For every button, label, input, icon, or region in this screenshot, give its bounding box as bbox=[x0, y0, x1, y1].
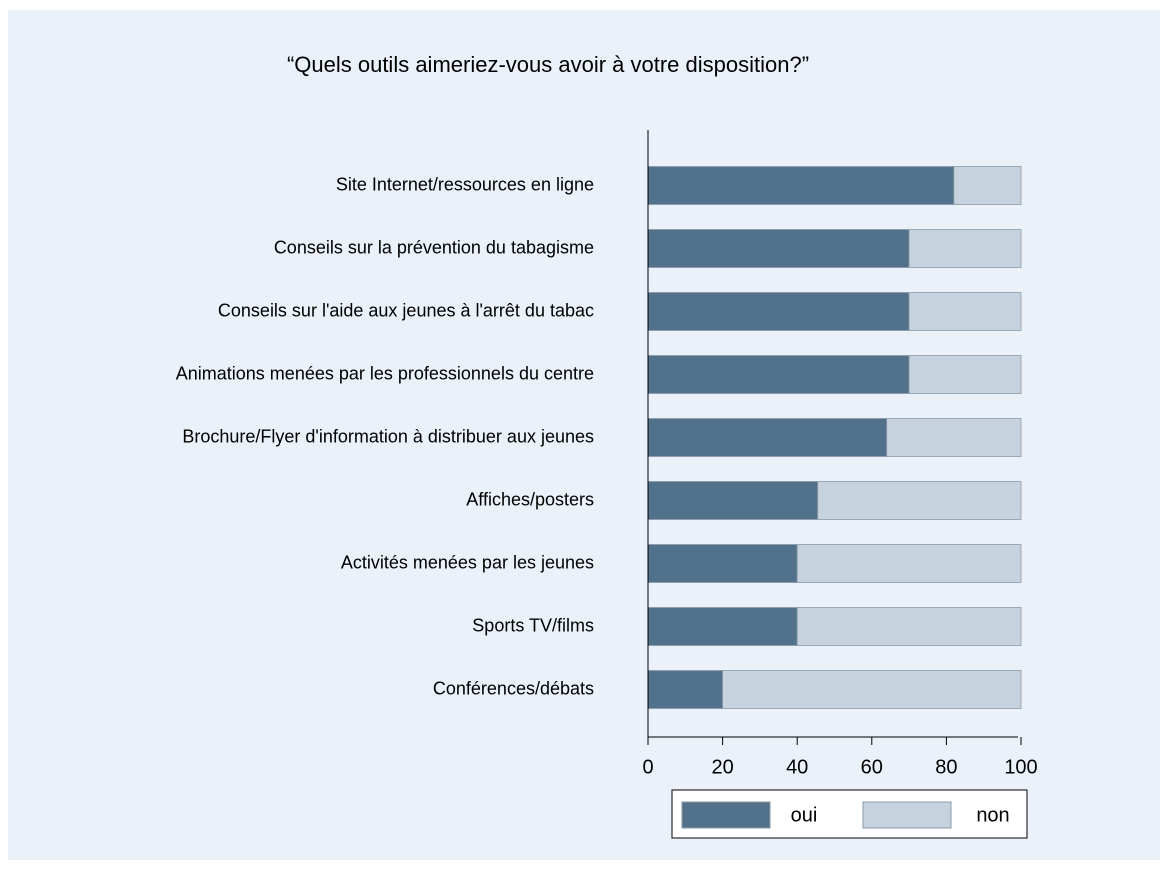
bar-segment bbox=[647, 544, 798, 583]
bar-segment bbox=[647, 355, 910, 394]
y-tick-label: Site Internet/ressources en ligne bbox=[336, 174, 594, 194]
bar-segment bbox=[647, 481, 819, 520]
y-tick-label: Animations menées par les professionnels… bbox=[176, 363, 594, 383]
y-tick-label: Conférences/débats bbox=[433, 678, 594, 698]
bar-segment bbox=[908, 355, 1022, 394]
x-tick-label: 0 bbox=[642, 756, 653, 778]
x-tick-label: 40 bbox=[786, 756, 808, 778]
legend-label: non bbox=[976, 804, 1009, 826]
x-tick-label: 20 bbox=[711, 756, 733, 778]
bar-segment bbox=[647, 292, 910, 331]
x-tick-label: 80 bbox=[935, 756, 957, 778]
bar-segment bbox=[647, 418, 888, 457]
y-tick-label: Conseils sur la prévention du tabagisme bbox=[274, 237, 594, 257]
legend-label: oui bbox=[791, 804, 818, 826]
y-tick-label: Sports TV/films bbox=[472, 615, 594, 635]
x-tick-label: 100 bbox=[1004, 756, 1037, 778]
bar-segment bbox=[817, 481, 1022, 520]
x-tick-label: 60 bbox=[861, 756, 883, 778]
bar-segment bbox=[647, 607, 798, 646]
bar-segment bbox=[908, 292, 1022, 331]
legend-swatch bbox=[862, 801, 952, 829]
bar-segment bbox=[953, 166, 1022, 205]
bar-segment bbox=[796, 544, 1022, 583]
bar-segment bbox=[908, 229, 1022, 268]
y-tick-label: Affiches/posters bbox=[466, 489, 594, 509]
bar-segment bbox=[722, 670, 1022, 709]
legend-swatch bbox=[681, 801, 771, 829]
y-tick-label: Activités menées par les jeunes bbox=[341, 552, 594, 572]
chart-title: “Quels outils aimeriez-vous avoir à votr… bbox=[287, 52, 809, 77]
bar-segment bbox=[647, 670, 723, 709]
y-tick-label: Brochure/Flyer d'information à distribue… bbox=[182, 426, 594, 446]
y-tick-label: Conseils sur l'aide aux jeunes à l'arrêt… bbox=[218, 300, 594, 320]
bar-segment bbox=[886, 418, 1022, 457]
bar-segment bbox=[647, 229, 910, 268]
bar-segment bbox=[796, 607, 1022, 646]
bar-segment bbox=[647, 166, 955, 205]
